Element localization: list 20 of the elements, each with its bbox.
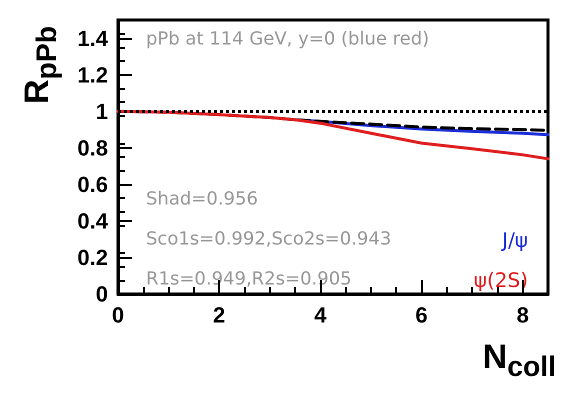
y-tick-label: 1.4 — [77, 26, 109, 51]
text: ψ(2S) — [474, 268, 528, 292]
annotation: Shad=0.956 — [146, 188, 258, 210]
y-tick-label: 0.8 — [77, 135, 108, 160]
y-tick-label: 0.2 — [77, 244, 108, 270]
y-tick-label: 0.6 — [77, 172, 108, 197]
x-axis-title: N$_{coll}$ — [482, 338, 556, 383]
x-tick-label: 6 — [415, 302, 428, 328]
annotation: R1s=0.949,R2s=0.905 — [146, 268, 352, 290]
annotation: Sco1s=0.992,Sco2s=0.943 — [146, 228, 392, 250]
x-tick-label: 0 — [112, 302, 124, 328]
y-tick-label: 1.2 — [77, 62, 108, 88]
x-tick-label: 8 — [516, 302, 529, 328]
x-tick-label: 2 — [213, 302, 226, 328]
annotation: pPb at 114 GeV, y=0 (blue red) — [146, 28, 430, 50]
text: J/ψ — [500, 228, 528, 252]
y-tick-label: 0 — [96, 282, 108, 306]
y-tick-label: 1 — [96, 98, 108, 124]
x-tick-label: 4 — [314, 302, 328, 328]
y-tick-label: 0.4 — [77, 208, 109, 234]
